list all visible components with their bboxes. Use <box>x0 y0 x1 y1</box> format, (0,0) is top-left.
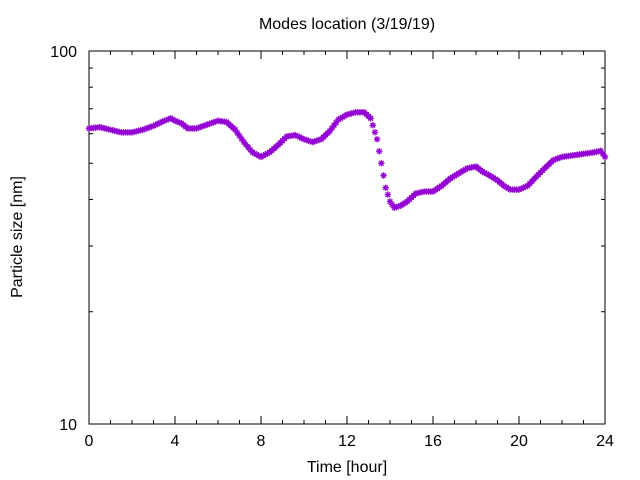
x-tick-label: 20 <box>510 433 528 450</box>
x-tick-label: 12 <box>338 433 356 450</box>
y-tick-label: 10 <box>59 417 77 434</box>
y-axis: 10 100 <box>50 44 605 434</box>
data-point <box>378 160 385 167</box>
x-tick-label: 24 <box>596 433 614 450</box>
x-tick-label: 8 <box>257 433 266 450</box>
data-point <box>373 136 381 143</box>
data-point <box>384 191 392 198</box>
x-tick-label: 4 <box>171 433 180 450</box>
data-point <box>380 172 387 179</box>
plot-frame <box>88 50 606 425</box>
data-point <box>369 122 376 129</box>
y-axis-title: Particle size [nm] <box>9 176 26 298</box>
data-point <box>382 184 389 191</box>
x-tick-label: 0 <box>85 433 94 450</box>
data-point <box>371 129 379 136</box>
chart-title: Modes location (3/19/19) <box>259 16 435 33</box>
y-tick-label: 100 <box>50 44 77 61</box>
x-axis-title: Time [hour] <box>307 459 387 476</box>
data-point <box>601 153 609 161</box>
x-axis: 0 4 8 12 16 20 24 <box>85 51 614 450</box>
data-point <box>367 115 374 122</box>
plot-border <box>88 50 606 425</box>
data-series <box>85 109 609 211</box>
data-point <box>376 148 383 155</box>
x-tick-label: 16 <box>424 433 442 450</box>
